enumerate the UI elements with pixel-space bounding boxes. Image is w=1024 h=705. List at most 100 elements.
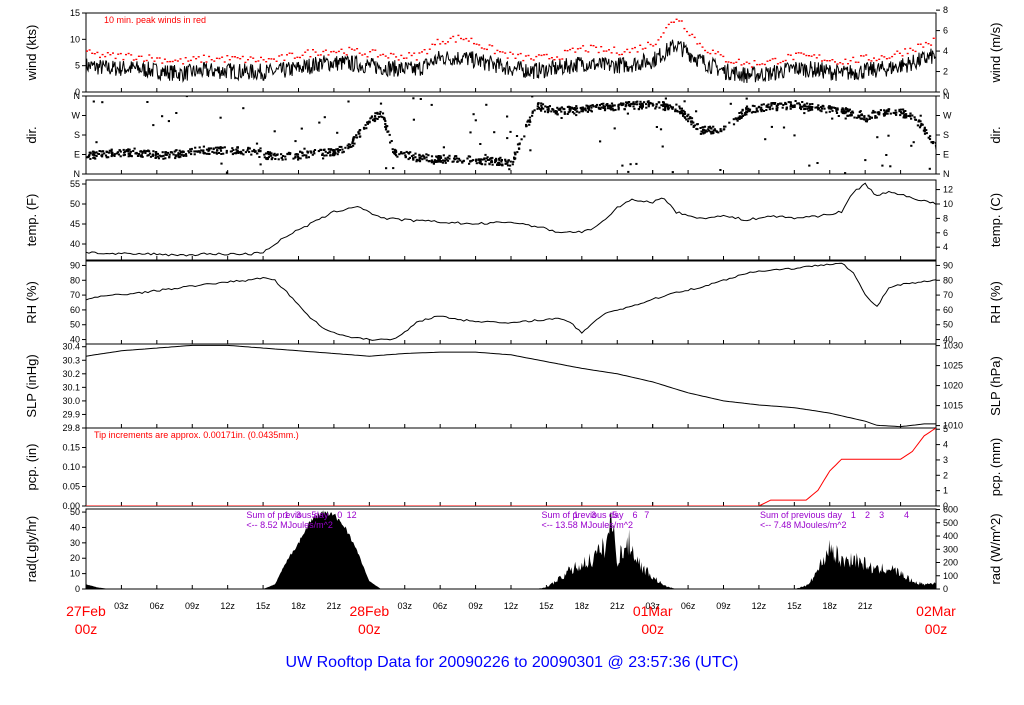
wind-dir-dot (866, 118, 869, 121)
wind-dir-dot (887, 108, 890, 111)
peak-wind-mark (605, 50, 608, 52)
y-tick-label: 55 (70, 179, 80, 189)
y-tick-label: 30 (70, 538, 80, 548)
y-tick-label: 0.05 (62, 482, 80, 492)
wind-dir-dot (885, 109, 889, 112)
wind-dir-dot (154, 154, 157, 157)
wind-dir-dot (898, 110, 901, 113)
peak-wind-mark (753, 60, 756, 62)
wind-dir-dot (808, 103, 812, 106)
wind-dir-dot (379, 102, 383, 105)
wind-dir-dot (806, 105, 809, 108)
peak-wind-mark (587, 51, 590, 53)
peak-wind-mark (678, 20, 681, 22)
wind-dir-dot (608, 104, 611, 107)
wind-dir-dot (843, 112, 846, 115)
wind-dir-dot (95, 151, 98, 154)
wind-dir-dot (270, 158, 273, 161)
wind-dir-dot (323, 116, 326, 119)
wind-dir-dot (574, 107, 577, 110)
wind-dir-dot (746, 111, 749, 114)
peak-wind-mark (358, 52, 361, 54)
panel-annotation: Tip increments are approx. 0.00171in. (0… (94, 430, 299, 440)
wind-dir-dot (376, 118, 379, 120)
wind-dir-dot (621, 164, 624, 167)
wind-dir-dot (475, 158, 478, 161)
peak-wind-mark (96, 51, 99, 54)
wind-dir-dot (185, 154, 188, 157)
peak-wind-mark (898, 52, 901, 54)
wind-dir-dot (258, 156, 261, 158)
peak-wind-mark (434, 43, 436, 46)
series-line-pcp (86, 428, 936, 506)
wind-dir-dot (443, 159, 446, 162)
wind-dir-dot (348, 146, 351, 149)
wind-dir-dot (816, 106, 819, 109)
wind-dir-dot (376, 112, 379, 115)
wind-dir-dot (110, 151, 113, 154)
wind-dir-dot (416, 159, 419, 162)
wind-dir-dot (816, 162, 819, 164)
wind-dir-dot (851, 111, 854, 114)
wind-dir-dot (399, 152, 402, 155)
wind-dir-dot (352, 138, 355, 141)
wind-dir-dot (489, 157, 493, 160)
wind-dir-dot (526, 120, 529, 123)
wind-dir-dot (427, 154, 430, 157)
wind-dir-dot (513, 156, 516, 159)
wind-dir-dot (592, 105, 595, 108)
peak-wind-mark (847, 63, 849, 65)
wind-dir-dot (830, 107, 833, 110)
peak-wind-mark (657, 39, 660, 41)
wind-dir-dot (469, 160, 472, 163)
wind-dir-dot (277, 158, 280, 161)
wind-dir-dot (828, 107, 831, 110)
peak-wind-mark (431, 43, 434, 45)
wind-dir-dot (920, 122, 923, 125)
peak-wind-mark (254, 60, 257, 63)
peak-wind-mark (756, 63, 759, 66)
wind-dir-dot (635, 103, 639, 106)
peak-wind-mark (101, 53, 104, 56)
wind-dir-dot (859, 117, 862, 120)
wind-dir-dot (269, 154, 272, 157)
wind-dir-dot (93, 154, 96, 156)
wind-dir-dot (219, 147, 222, 150)
wind-dir-dot (219, 116, 222, 119)
wind-dir-dot (335, 148, 338, 151)
wind-dir-dot (265, 157, 268, 160)
wind-dir-dot (922, 129, 925, 132)
wind-dir-dot (311, 153, 314, 156)
peak-wind-mark (693, 36, 696, 39)
peak-wind-mark (514, 57, 517, 59)
right-tick-label: 600 (943, 505, 958, 515)
wind-dir-dot (748, 109, 751, 112)
wind-dir-dot (587, 108, 590, 111)
peak-wind-mark (467, 40, 470, 42)
y-tick-label: N (74, 169, 81, 179)
wind-dir-dot (209, 147, 213, 150)
wind-dir-dot (357, 132, 360, 135)
wind-dir-dot (760, 106, 763, 109)
peak-wind-mark (314, 51, 317, 53)
peak-wind-mark (823, 59, 826, 61)
wind-dir-dot (390, 140, 393, 142)
wind-dir-dot (143, 150, 146, 153)
wind-dir-dot (542, 107, 545, 110)
wind-dir-dot (681, 112, 684, 114)
wind-dir-dot (515, 135, 519, 137)
right-tick-label: 50 (943, 320, 953, 330)
wind-dir-dot (560, 106, 563, 109)
wind-dir-dot (654, 107, 657, 110)
right-tick-label: 0 (943, 584, 948, 594)
peak-wind-mark (226, 55, 229, 57)
wind-dir-dot (347, 147, 350, 150)
peak-wind-mark (405, 57, 408, 59)
day-label: 01Mar (633, 603, 673, 619)
wind-dir-dot (437, 159, 440, 162)
peak-wind-mark (478, 44, 481, 46)
wind-dir-dot (841, 107, 844, 110)
wind-dir-dot (835, 110, 838, 112)
wind-dir-dot (863, 116, 866, 119)
wind-dir-dot (321, 152, 324, 155)
